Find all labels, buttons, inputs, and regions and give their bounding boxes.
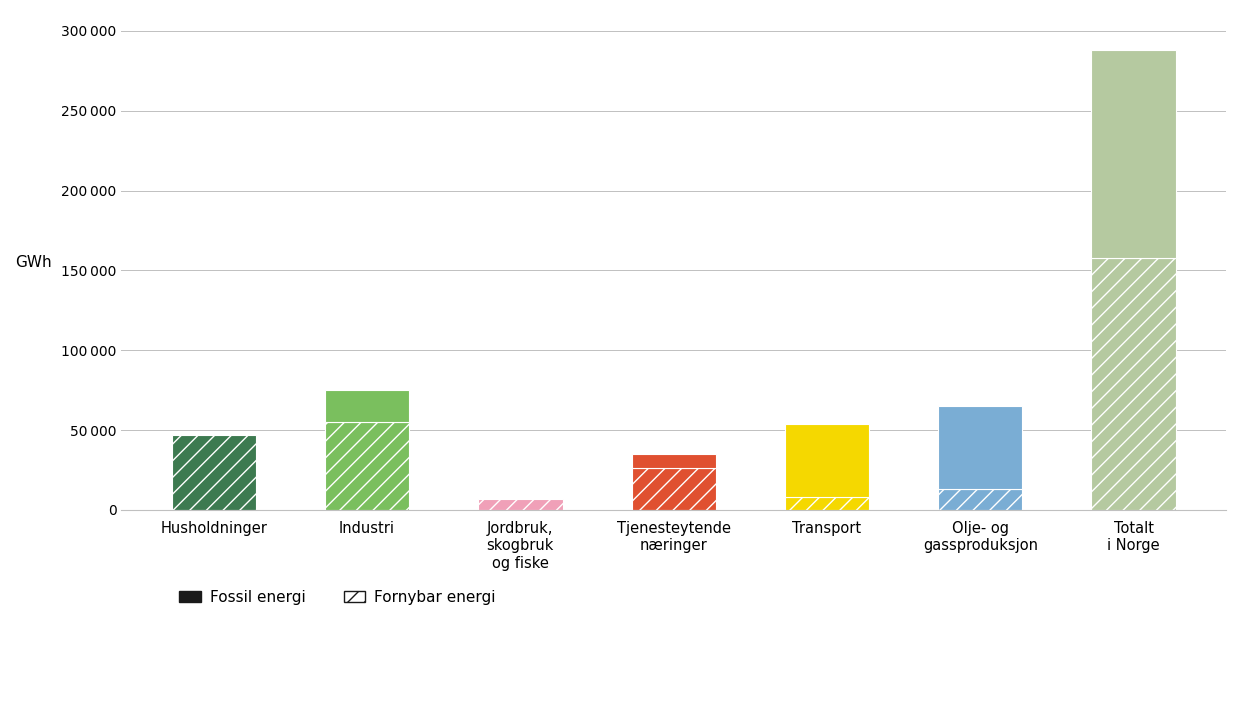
Bar [171, 435, 256, 510]
Bar [632, 469, 716, 510]
Bar [1092, 50, 1175, 258]
Bar [938, 406, 1023, 489]
Bar [938, 489, 1023, 510]
Bar [478, 498, 562, 510]
Bar [784, 423, 869, 497]
Bar [784, 497, 869, 510]
Y-axis label: GWh: GWh [15, 255, 52, 270]
Bar [325, 390, 410, 422]
Bar [632, 454, 716, 469]
Bar [325, 422, 410, 510]
Legend: Fossil energi, Fornybar energi: Fossil energi, Fornybar energi [174, 584, 501, 611]
Bar [1092, 258, 1175, 510]
